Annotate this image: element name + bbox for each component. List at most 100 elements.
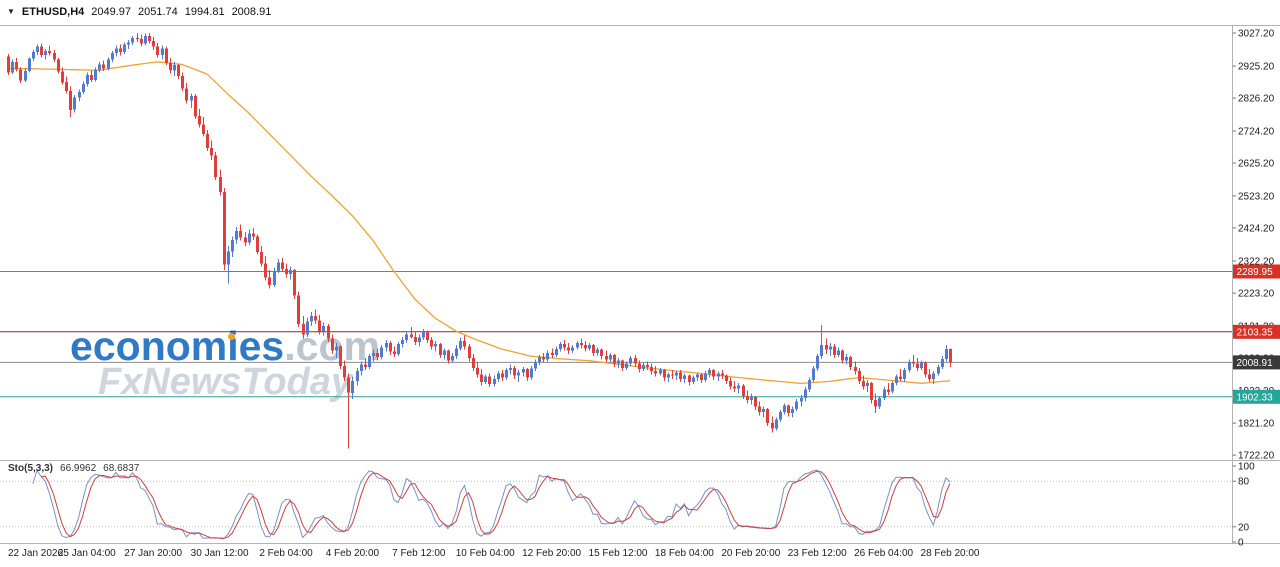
price-tick-label: 2322.20 — [1238, 257, 1275, 268]
candle-body — [73, 97, 76, 110]
candle-body — [451, 356, 454, 361]
candle-body — [787, 405, 790, 414]
candle-body — [924, 362, 927, 375]
candle-body — [949, 349, 952, 363]
candle-body — [107, 59, 110, 69]
candle-body — [928, 374, 931, 379]
candle-body — [899, 376, 902, 379]
candle-body — [750, 396, 753, 401]
candle-body — [820, 345, 823, 357]
candle-body — [119, 48, 122, 53]
candle-body — [90, 74, 93, 80]
candle-body — [223, 192, 226, 265]
candle-body — [293, 269, 296, 296]
candle-body — [389, 343, 392, 352]
candle-body — [385, 343, 388, 348]
price-tick-label: 1722.20 — [1238, 451, 1275, 462]
candle-body — [542, 357, 545, 360]
candle-body — [210, 147, 213, 156]
sto-d-line — [41, 470, 951, 539]
candle-body — [281, 262, 284, 269]
candle-body — [434, 344, 437, 347]
support-level-badge — [1233, 389, 1280, 404]
candle-body — [318, 320, 321, 332]
candle-body — [297, 295, 300, 324]
chart-title-bar: ▼ ETHUSD,H4 2049.97 2051.74 1994.81 2008… — [7, 6, 271, 18]
candle-body — [712, 370, 715, 377]
symbol-dropdown-icon[interactable]: ▼ — [7, 7, 15, 16]
candle-body — [513, 367, 516, 376]
candle-body — [493, 378, 496, 384]
candle-body — [177, 65, 180, 76]
candle-body — [322, 325, 325, 332]
candle-body — [61, 71, 64, 83]
candle-body — [235, 231, 238, 240]
candle-body — [264, 263, 267, 278]
candle-body — [368, 356, 371, 367]
candle-body — [800, 398, 803, 402]
candle-body — [463, 341, 466, 347]
candle-body — [621, 360, 624, 368]
candle-body — [791, 408, 794, 414]
candle-body — [185, 88, 188, 101]
candle-body — [576, 343, 579, 348]
date-label: 20 Feb 20:00 — [721, 548, 780, 559]
date-label: 27 Jan 20:00 — [124, 548, 182, 559]
candle-body — [376, 352, 379, 358]
candle-body — [775, 419, 778, 429]
candle-body — [356, 371, 359, 381]
candle-body — [268, 277, 271, 286]
candle-body — [443, 350, 446, 355]
candle-body — [642, 365, 645, 370]
candle-body — [302, 323, 305, 335]
candle-body — [331, 338, 334, 351]
stochastic-value-main: 66.9962 — [60, 463, 97, 474]
candle-body — [44, 50, 47, 55]
symbol-timeframe: ETHUSD,H4 — [21, 6, 85, 18]
candle-body — [397, 344, 400, 354]
candle-body — [273, 270, 276, 285]
candle-body — [808, 379, 811, 390]
candle-body — [447, 350, 450, 361]
candle-body — [779, 412, 782, 420]
candle-body — [596, 349, 599, 353]
watermark-orange-dot-icon — [228, 333, 235, 340]
candle-body — [667, 374, 670, 378]
candle-body — [231, 239, 234, 252]
candle-body — [86, 74, 89, 84]
support-level-badge-text: 1902.33 — [1237, 392, 1274, 403]
ma-line — [7, 61, 951, 384]
candle-body — [148, 36, 151, 42]
candle-body — [472, 358, 475, 368]
candles-group[interactable] — [7, 33, 952, 449]
candle-body — [546, 352, 549, 360]
candle-body — [816, 356, 819, 369]
stochastic-name: Sto(5,3,3) — [8, 463, 54, 474]
ohlc-low: 1994.81 — [184, 6, 225, 18]
watermark-brand: economies — [70, 323, 285, 369]
candle-body — [895, 376, 898, 384]
candle-body — [629, 358, 632, 364]
candle-body — [650, 366, 653, 372]
candle-body — [932, 373, 935, 379]
candle-body — [40, 46, 43, 55]
candle-body — [812, 368, 815, 380]
candle-body — [111, 53, 114, 60]
candle-body — [24, 70, 27, 81]
candle-body — [671, 374, 674, 376]
price-tick-label: 2625.20 — [1238, 159, 1275, 170]
date-label: 23 Feb 12:00 — [788, 548, 847, 559]
candle-body — [339, 346, 342, 366]
mid-resistance-level-badge — [1233, 324, 1280, 339]
candle-body — [480, 374, 483, 383]
candle-body — [227, 251, 230, 265]
candle-body — [551, 352, 554, 355]
candle-body — [883, 389, 886, 399]
candle-body — [468, 346, 471, 359]
candle-body — [862, 380, 865, 387]
candle-body — [430, 340, 433, 347]
candle-body — [401, 340, 404, 345]
candle-body — [422, 332, 425, 338]
candle-body — [69, 91, 72, 110]
